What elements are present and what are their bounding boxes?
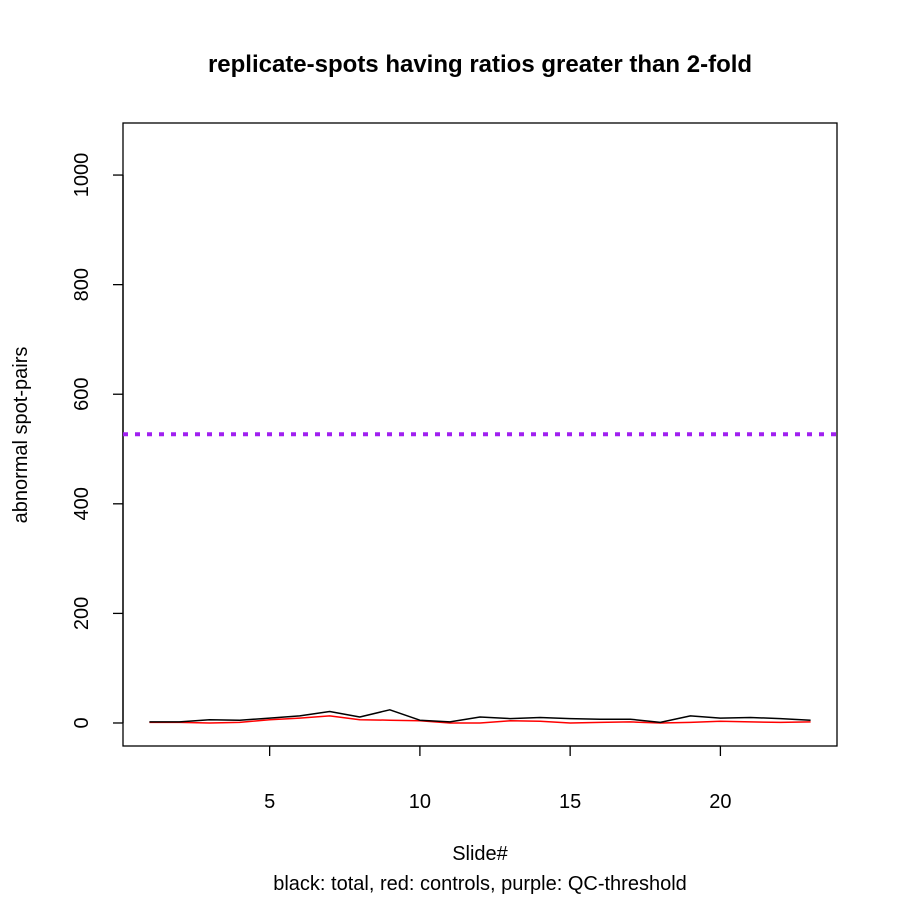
legend-note: black: total, red: controls, purple: QC-… — [273, 873, 687, 895]
chart-title: replicate-spots having ratios greater th… — [208, 51, 752, 78]
y-tick-label: 200 — [71, 597, 93, 630]
y-tick-label: 1000 — [71, 153, 93, 198]
x-axis: 5 10 15 20 — [264, 745, 732, 813]
y-tick-label: 400 — [71, 487, 93, 520]
x-axis-label: Slide# — [452, 843, 508, 865]
x-tick-label: 5 — [264, 791, 275, 813]
x-tick-label: 10 — [409, 791, 431, 813]
x-tick-label: 20 — [709, 791, 731, 813]
series-line-controls — [149, 715, 811, 724]
y-tick-label: 600 — [71, 378, 93, 411]
plot-area-frame — [122, 122, 838, 747]
y-tick-label: 800 — [71, 268, 93, 301]
y-axis: 0 200 400 600 800 1000 — [71, 153, 124, 729]
y-axis-label: abnormal spot-pairs — [10, 347, 32, 524]
series-layer — [149, 709, 811, 724]
series-line-total — [149, 709, 811, 724]
y-tick-label: 0 — [71, 717, 93, 728]
x-tick-label: 15 — [559, 791, 581, 813]
